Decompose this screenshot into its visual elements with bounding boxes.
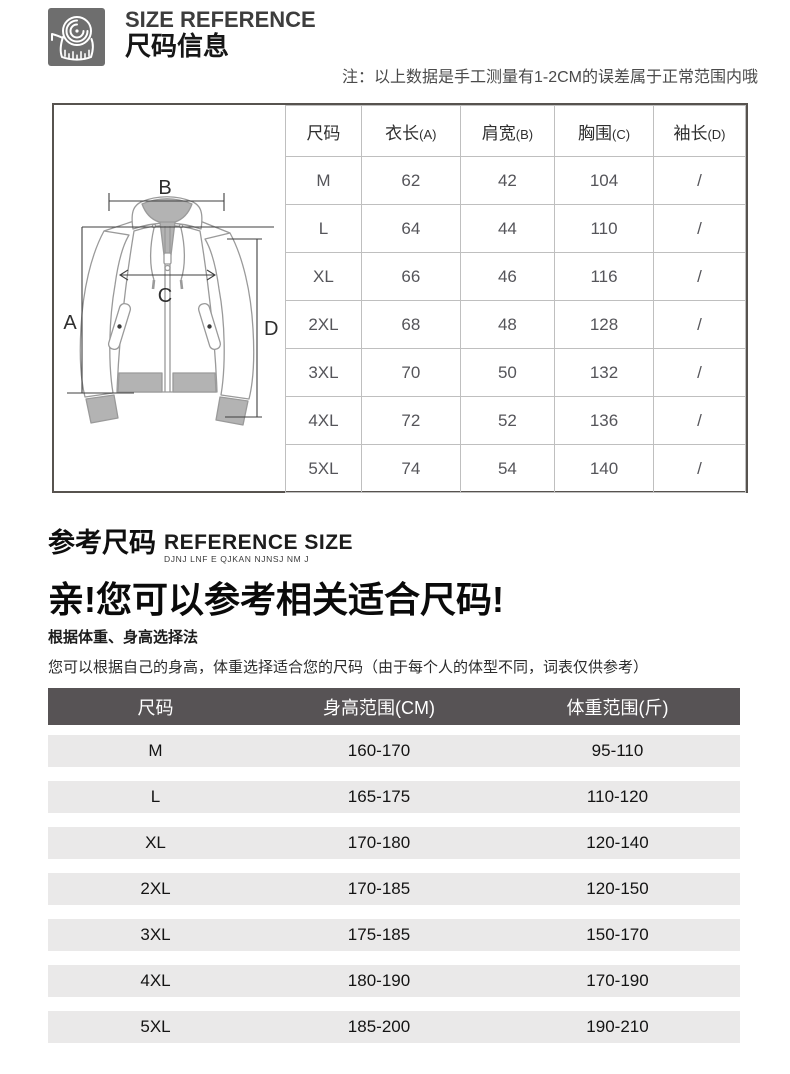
table-row: M 62 42 104/: [285, 156, 747, 205]
headline: 亲!您可以参考相关适合尺码!: [48, 579, 504, 620]
table-row: 3XL 70 50 132/: [285, 348, 747, 397]
reference-size-section: 参考尺码 REFERENCE SIZE DJNJ LNF E QJKAN NJN…: [48, 530, 790, 677]
size-table-header-row: 尺码 衣长(A) 肩宽(B) 胸围(C) 袖长(D): [285, 105, 747, 157]
page-title: SIZE REFERENCE 尺码信息: [125, 7, 316, 62]
jacket-right-sleeve: [204, 232, 255, 400]
table-row: 4XL 180-190 170-190: [48, 965, 740, 998]
title-english: SIZE REFERENCE: [125, 7, 316, 32]
table-row: XL 170-180 120-140: [48, 827, 740, 860]
jacket-left-cuff: [85, 394, 119, 424]
jacket-collar-lining: [141, 198, 193, 224]
ref-col-height: 身高范围(CM): [323, 697, 435, 718]
measurement-note: 注：以上数据是手工测量有1-2CM的误差属于正常范围内哦: [341, 69, 758, 86]
table-row: L 64 44 110/: [285, 204, 747, 253]
col-chest: 胸围(C): [554, 105, 654, 157]
measure-label-d: D: [264, 318, 278, 340]
jacket-hem-left: [117, 372, 163, 393]
title-chinese: 尺码信息: [125, 31, 230, 62]
jacket-zipper-slider: [163, 252, 172, 265]
tape-measure-icon: [48, 8, 105, 71]
measure-label-b: B: [158, 177, 171, 199]
method-description: 您可以根据自己的身高，体重选择适合您的尺码（由于每个人的体型不同，词表仅供参考）: [48, 659, 649, 677]
reference-title-chinese: 参考尺码: [48, 528, 156, 558]
reference-title-caption: DJNJ LNF E QJKAN NJNSJ NM J: [164, 554, 310, 564]
table-row: 2XL 68 48 128/: [285, 300, 747, 349]
jacket-left-pocket-button: [117, 324, 122, 329]
col-size: 尺码: [285, 105, 362, 157]
ref-col-weight: 体重范围(斤): [566, 697, 669, 718]
col-shoulder: 肩宽(B): [459, 105, 556, 157]
reference-size-table: 尺码 身高范围(CM) 体重范围(斤) M 160-170 95-110 L 165-…: [48, 688, 740, 1044]
size-table: 尺码 衣长(A) 肩宽(B) 胸围(C) 袖长(D) M 62 42 104/ L 64…: [285, 105, 747, 493]
table-row: XL 66 46 116/: [285, 252, 747, 301]
header: SIZE REFERENCE 尺码信息 注：以上数据是手工测量有1-2CM的误差…: [0, 0, 790, 95]
col-length: 衣长(A): [360, 105, 461, 157]
size-chart-box: B A C D 尺码 衣长(A) 肩宽(B) 胸围(C) 袖长(D) M 62 4: [52, 103, 748, 493]
method-title: 根据体重、身高选择法: [48, 629, 199, 647]
table-row: L 165-175 110-120: [48, 781, 740, 814]
jacket-right-cuff: [215, 396, 249, 426]
measurement-lines: [67, 193, 274, 418]
reference-table-header: 尺码 身高范围(CM) 体重范围(斤): [48, 688, 740, 726]
table-row: 5XL 185-200 190-210: [48, 1011, 740, 1044]
reference-title: 参考尺码 REFERENCE SIZE DJNJ LNF E QJKAN NJN…: [48, 528, 790, 565]
jacket-right-pocket-button: [207, 324, 212, 329]
col-sleeve: 袖长(D): [652, 105, 747, 157]
jacket-hem-right: [172, 372, 217, 393]
table-row: M 160-170 95-110: [48, 735, 740, 768]
measure-label-c: C: [158, 285, 172, 307]
table-row: 5XL 74 54 140/: [285, 444, 747, 493]
measure-label-a: A: [63, 312, 77, 334]
table-row: 4XL 72 52 136/: [285, 396, 747, 445]
table-row: 3XL 175-185 150-170: [48, 919, 740, 952]
jacket-left-sleeve: [79, 230, 130, 398]
jacket-measurement-diagram: B A C D: [54, 105, 285, 491]
table-row: 2XL 170-185 120-150: [48, 873, 740, 906]
jacket-drawstrings: [149, 227, 186, 281]
reference-title-english: REFERENCE SIZE: [164, 531, 354, 554]
ref-col-size: 尺码: [137, 697, 174, 718]
